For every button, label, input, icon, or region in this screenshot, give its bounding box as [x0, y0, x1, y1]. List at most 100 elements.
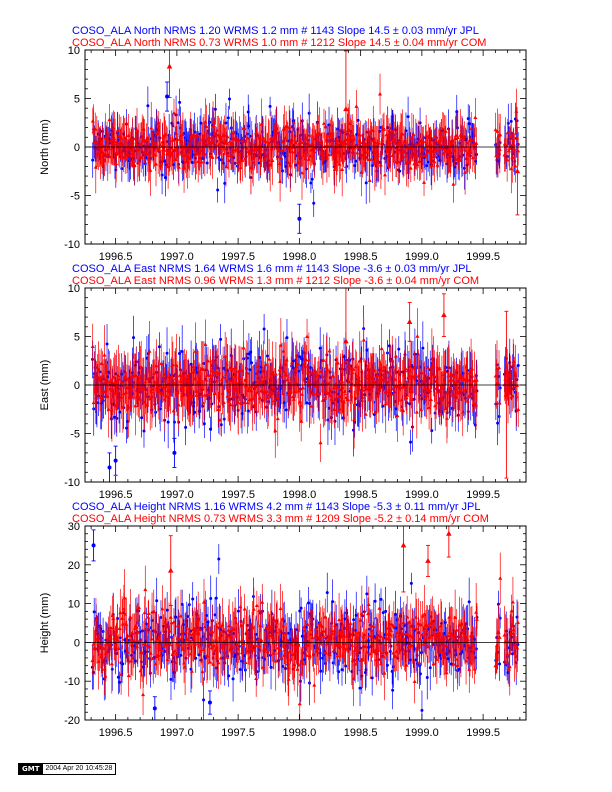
- data-point: [184, 425, 188, 429]
- data-point: [443, 369, 448, 373]
- data-point: [132, 336, 136, 340]
- data-point: [393, 354, 398, 358]
- data-point: [244, 146, 249, 150]
- data-point: [309, 181, 313, 185]
- data-point: [429, 356, 434, 361]
- data-point: [242, 126, 247, 130]
- data-point: [462, 166, 466, 170]
- data-point: [91, 129, 96, 133]
- data-point: [223, 164, 228, 169]
- data-point: [425, 365, 430, 369]
- data-point: [194, 152, 199, 156]
- data-point: [413, 372, 418, 377]
- data-point: [399, 398, 404, 402]
- data-point: [191, 132, 196, 137]
- data-point: [154, 161, 159, 166]
- data-point: [323, 124, 328, 129]
- data-point: [493, 127, 498, 132]
- data-point: [398, 169, 402, 173]
- data-point: [378, 374, 383, 379]
- data-point: [366, 380, 371, 384]
- data-point: [295, 361, 300, 366]
- data-point: [190, 394, 195, 399]
- data-point: [228, 97, 232, 101]
- data-point: [221, 374, 226, 379]
- data-point: [304, 357, 309, 362]
- data-point: [472, 146, 477, 150]
- data-point: [239, 401, 244, 406]
- data-point: [173, 157, 178, 162]
- data-point: [403, 353, 407, 357]
- data-point: [205, 373, 210, 377]
- data-point: [258, 152, 263, 156]
- data-point: [384, 609, 388, 613]
- data-point: [362, 384, 367, 389]
- data-point: [106, 407, 111, 411]
- data-point: [170, 362, 175, 366]
- data-point: [225, 134, 230, 139]
- data-point: [240, 381, 245, 385]
- data-point: [133, 659, 137, 663]
- data-point: [305, 401, 309, 405]
- data-point: [455, 135, 460, 139]
- data-point: [213, 107, 217, 111]
- legend-entry-com: COSO_ALA North NRMS 0.73 WRMS 1.0 mm # 1…: [72, 37, 486, 49]
- data-point: [107, 117, 112, 122]
- data-point: [514, 109, 519, 113]
- data-point: [358, 156, 362, 160]
- data-point: [467, 600, 471, 604]
- data-point: [114, 168, 118, 172]
- data-point: [250, 361, 254, 365]
- data-point: [367, 645, 371, 649]
- data-point: [200, 400, 205, 405]
- data-point: [104, 380, 109, 385]
- data-point: [424, 393, 429, 398]
- data-point: [393, 377, 398, 381]
- data-point: [186, 615, 190, 619]
- legend-entry-com: COSO_ALA East NRMS 0.96 WRMS 1.3 mm # 12…: [72, 275, 479, 287]
- data-point: [299, 170, 304, 175]
- data-point: [216, 407, 221, 411]
- data-point: [244, 366, 249, 370]
- data-point: [124, 390, 129, 395]
- data-point: [435, 162, 440, 167]
- data-point: [435, 367, 440, 371]
- data-point: [365, 348, 369, 352]
- data-point: [343, 617, 347, 621]
- data-point: [351, 367, 356, 371]
- data-point: [284, 667, 288, 671]
- data-point: [165, 608, 169, 612]
- data-point: [382, 172, 387, 177]
- data-point: [257, 161, 261, 165]
- y-tick-label: -10: [64, 477, 80, 489]
- data-point: [415, 334, 420, 338]
- data-point: [224, 361, 229, 366]
- data-point: [387, 344, 391, 348]
- data-point: [270, 391, 275, 395]
- data-point: [133, 403, 138, 408]
- data-point: [451, 182, 456, 186]
- data-point: [432, 159, 437, 164]
- y-tick-label: -5: [70, 429, 80, 441]
- data-point: [498, 662, 502, 666]
- data-point: [123, 374, 128, 379]
- data-point: [381, 611, 385, 615]
- data-point: [277, 161, 282, 165]
- data-point: [157, 345, 161, 349]
- data-point: [308, 381, 313, 385]
- data-point: [358, 686, 362, 690]
- data-point: [374, 394, 379, 399]
- data-point: [209, 596, 213, 600]
- data-point: [96, 132, 100, 136]
- data-point: [267, 357, 272, 361]
- data-point: [118, 410, 122, 414]
- data-point: [508, 361, 512, 365]
- data-point: [400, 132, 405, 136]
- data-point: [498, 386, 502, 390]
- data-point: [454, 161, 458, 165]
- data-point: [298, 679, 302, 683]
- data-point: [140, 416, 144, 420]
- data-point: [199, 121, 203, 125]
- y-tick-label: -5: [70, 191, 80, 203]
- data-point: [466, 117, 470, 121]
